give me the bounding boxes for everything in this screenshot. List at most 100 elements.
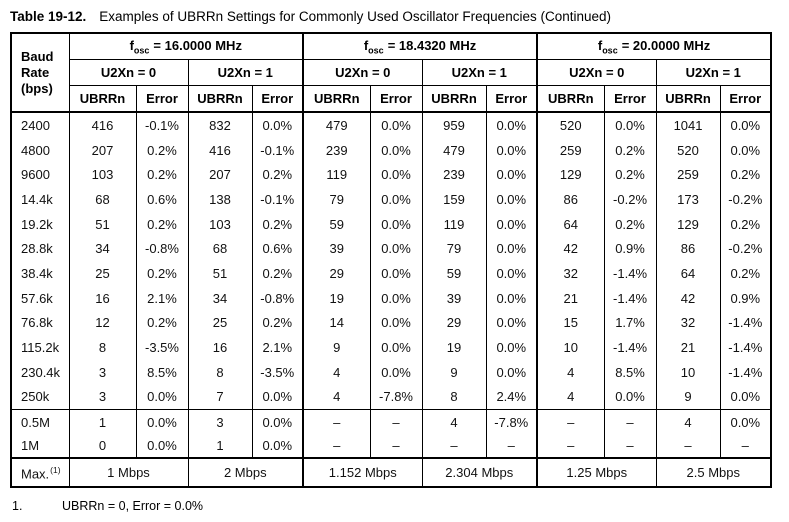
error-value-cell: 0.0% xyxy=(369,335,423,360)
error-value-cell: – xyxy=(603,409,657,434)
max-value-cell: 1.25 Mbps xyxy=(536,457,657,488)
baud-rate-cell: 76.8k xyxy=(10,310,70,336)
ubrr-value-cell: 416 xyxy=(187,137,253,163)
ubrr-value-cell: 416 xyxy=(68,112,137,138)
max-value-cell: 2.304 Mbps xyxy=(421,457,538,488)
error-value-cell: 0.0% xyxy=(251,112,304,138)
baud-rate-cell: 19.2k xyxy=(10,211,70,237)
error-value-cell: -1.4% xyxy=(719,335,772,360)
error-value-cell: 0.0% xyxy=(485,261,538,286)
ubrr-value-cell: 39 xyxy=(302,236,371,262)
error-value-cell: 0.2% xyxy=(135,211,189,237)
ubrr-value-cell: 68 xyxy=(187,236,253,262)
error-value-cell: -0.2% xyxy=(719,236,772,262)
ubrr-value-cell: 4 xyxy=(421,409,487,434)
error-value-cell: 8.5% xyxy=(603,359,657,385)
ubrr-value-cell: – xyxy=(421,433,487,459)
ubrr-value-cell: 4 xyxy=(302,359,371,385)
error-value-cell: -0.1% xyxy=(251,187,304,212)
ubrr-value-cell: 8 xyxy=(187,359,253,385)
ubrr-value-cell: 14 xyxy=(302,310,371,336)
error-value-cell: -0.1% xyxy=(135,112,189,138)
ubrr-value-cell: 4 xyxy=(655,409,721,434)
error-value-cell: 0.0% xyxy=(485,211,538,237)
error-value-cell: – xyxy=(485,433,538,459)
footnote-ref: (1) xyxy=(50,464,61,475)
table-row: 28.8k 34 -0.8% 68 0.6% 39 0.0% 79 0.0% 42 0.9% 86 -0… xyxy=(10,236,772,262)
ubrr-value-cell: 29 xyxy=(302,261,371,286)
footnote-number: 1. xyxy=(12,499,23,514)
error-value-cell: 0.0% xyxy=(369,162,423,188)
error-value-cell: 0.0% xyxy=(485,137,538,163)
error-value-cell: 0.0% xyxy=(251,409,304,434)
error-value-cell: 0.0% xyxy=(135,384,189,410)
ubrr-value-cell: 1041 xyxy=(655,112,721,138)
ubrr-value-cell: 51 xyxy=(187,261,253,286)
error-value-cell: 0.2% xyxy=(135,137,189,163)
error-value-cell: 0.2% xyxy=(251,261,304,286)
ubrr-value-cell: 0 xyxy=(68,433,137,459)
ubrr-value-cell: 129 xyxy=(655,211,721,237)
error-value-cell: 0.0% xyxy=(369,285,423,311)
table-row: 9600 103 0.2% 207 0.2% 119 0.0% 239 0.0% 129 0.2% 2… xyxy=(10,162,772,188)
ubrr-value-cell: 29 xyxy=(421,310,487,336)
error-value-cell: -1.4% xyxy=(603,261,657,286)
ubrr-value-cell: – xyxy=(536,433,605,459)
ubrr-value-cell: 42 xyxy=(655,285,721,311)
error-value-cell: 0.0% xyxy=(485,335,538,360)
max-value-cell: 2.5 Mbps xyxy=(655,457,772,488)
ubrr-value-cell: 959 xyxy=(421,112,487,138)
ubrr-value-cell: 21 xyxy=(536,285,605,311)
ubrr-value-cell: 207 xyxy=(68,137,137,163)
ubrr-value-cell: 16 xyxy=(68,285,137,311)
error-value-cell: 0.0% xyxy=(485,112,538,138)
error-value-cell: 0.2% xyxy=(251,162,304,188)
footnote: 1. UBRRn = 0, Error = 0.0% xyxy=(12,499,789,513)
baud-rate-cell: 250k xyxy=(10,384,70,410)
error-value-cell: -1.4% xyxy=(603,335,657,360)
fosc-subscript: osc xyxy=(368,45,384,56)
ubrr-value-cell: 9 xyxy=(421,359,487,385)
ubrr-value-cell: 173 xyxy=(655,187,721,212)
fosc-header-20mhz: fosc = 20.0000 MHz xyxy=(536,32,772,60)
column-header-row: UBRRn Error UBRRn Error UBRRn Error UBRR… xyxy=(11,85,772,113)
error-column-header: Error xyxy=(251,85,304,113)
error-value-cell: 0.0% xyxy=(135,409,189,434)
u2x-header-row: U2Xn = 0 U2Xn = 1 U2Xn = 0 U2Xn = 1 U2Xn… xyxy=(11,59,772,86)
ubrr-value-cell: 64 xyxy=(536,211,605,237)
error-value-cell: -1.4% xyxy=(719,359,772,385)
ubrr-value-cell: 207 xyxy=(187,162,253,188)
ubrr-value-cell: 119 xyxy=(302,162,371,188)
table-row: 0.5M 1 0.0% 3 0.0% – –4 -7.8% – –4 0.0% xyxy=(10,409,772,434)
ubrr-value-cell: 79 xyxy=(421,236,487,262)
ubrr-value-cell: 9 xyxy=(655,384,721,410)
error-value-cell: – xyxy=(369,433,423,459)
error-value-cell: 0.2% xyxy=(603,162,657,188)
max-label-cell: Max.(1) xyxy=(10,457,70,488)
ubrr-value-cell: 103 xyxy=(187,211,253,237)
error-value-cell: 0.2% xyxy=(135,261,189,286)
error-value-cell: 0.0% xyxy=(369,137,423,163)
ubrr-column-header: UBRRn xyxy=(421,85,487,113)
ubrr-value-cell: 25 xyxy=(187,310,253,336)
error-value-cell: 1.7% xyxy=(603,310,657,336)
fosc-subscript: osc xyxy=(133,45,150,56)
ubrr-value-cell: – xyxy=(536,409,605,434)
error-value-cell: 0.2% xyxy=(719,261,772,286)
table-row: 230.4k 3 8.5% 8 -3.5% 4 0.0% 9 0.0% 4 8.5% 10 -1.4% xyxy=(10,359,772,385)
baud-rate-cell: 9600 xyxy=(10,162,70,188)
ubrr-value-cell: 19 xyxy=(421,335,487,360)
error-value-cell: 0.0% xyxy=(251,433,304,459)
u2x-header: U2Xn = 0 xyxy=(302,59,423,86)
error-value-cell: 0.0% xyxy=(369,112,423,138)
ubrr-value-cell: 3 xyxy=(187,409,253,434)
u2x-header: U2Xn = 1 xyxy=(655,59,772,86)
ubrr-value-cell: 64 xyxy=(655,261,721,286)
table-row: 14.4k 68 0.6% 138 -0.1% 79 0.0% 159 0.0% 86 -0.2% 1… xyxy=(10,187,772,212)
error-value-cell: -7.8% xyxy=(485,409,538,434)
ubrr-value-cell: 16 xyxy=(187,335,253,360)
error-value-cell: – xyxy=(369,409,423,434)
table-footer: Max.(1) 1 Mbps 2 Mbps 1.152 Mbps 2.304 M… xyxy=(10,457,772,488)
error-value-cell: 0.0% xyxy=(135,433,189,459)
baud-rate-cell: 38.4k xyxy=(10,261,70,286)
